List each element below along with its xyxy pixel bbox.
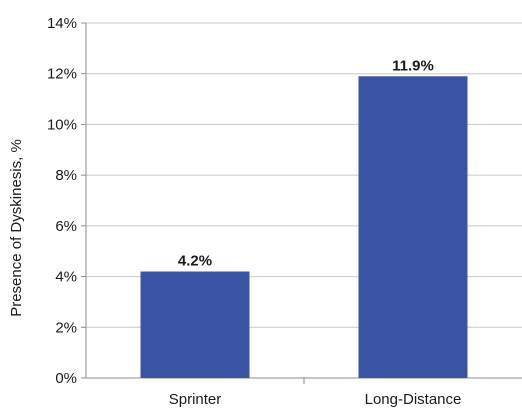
y-tick-label: 14% [47, 15, 77, 32]
bar-long-distance [358, 76, 468, 378]
y-tick-label: 12% [47, 66, 77, 83]
y-axis-title: Presence of Dyskinesis, % [8, 139, 25, 317]
x-category-label: Sprinter [169, 391, 222, 408]
x-category-label: Long-Distance [365, 391, 462, 408]
bars [140, 76, 468, 378]
y-tick-label: 0% [55, 370, 77, 387]
labels: 0% 2% 4% 6% 8% 10% 12% 14% 4.2% Sprinter 11.9% Long… [47, 15, 461, 408]
y-tick-label: 10% [47, 116, 77, 133]
bar-sprinter [140, 271, 250, 378]
data-label: 4.2% [178, 253, 212, 270]
y-tick-label: 4% [55, 269, 77, 286]
data-label: 11.9% [392, 57, 434, 74]
y-tick-label: 6% [55, 218, 77, 235]
y-tick-label: 2% [55, 319, 77, 336]
y-tick-label: 8% [55, 167, 77, 184]
